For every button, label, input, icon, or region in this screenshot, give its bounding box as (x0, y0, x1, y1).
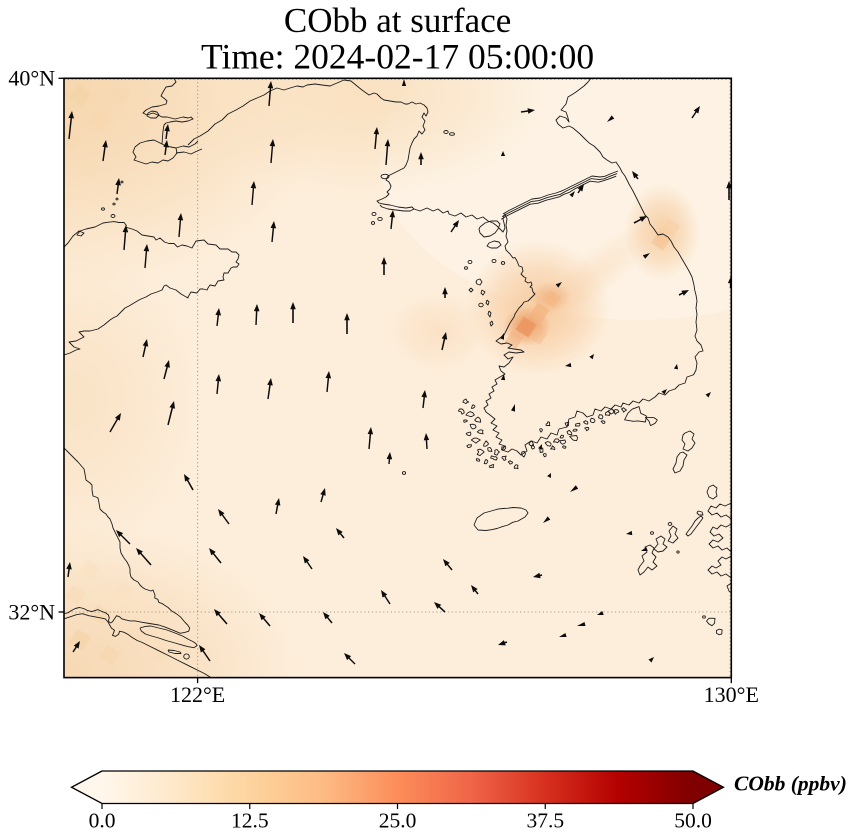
svg-text:CObb at surface: CObb at surface (284, 1, 511, 40)
svg-text:CObb (ppbv): CObb (ppbv) (734, 772, 847, 796)
svg-text:50.0: 50.0 (674, 809, 712, 833)
svg-text:32°N: 32°N (8, 599, 55, 624)
svg-text:25.0: 25.0 (379, 809, 417, 833)
svg-text:37.5: 37.5 (526, 809, 564, 833)
svg-text:40°N: 40°N (8, 66, 55, 91)
svg-text:0.0: 0.0 (89, 809, 116, 833)
svg-text:Time: 2024-02-17 05:00:00: Time: 2024-02-17 05:00:00 (201, 37, 594, 77)
svg-text:122°E: 122°E (170, 682, 225, 707)
svg-text:130°E: 130°E (704, 682, 759, 707)
svg-text:12.5: 12.5 (231, 809, 269, 833)
